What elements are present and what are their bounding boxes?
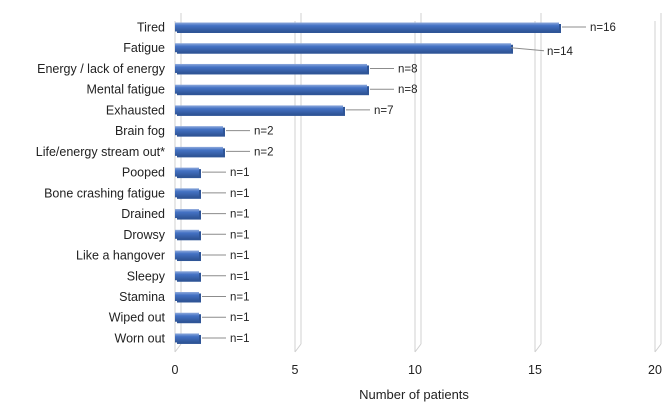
x-tick-label-10: 10 <box>408 363 422 377</box>
svg-text:n=7: n=7 <box>374 105 394 117</box>
svg-text:n=8: n=8 <box>398 84 418 96</box>
category-label-13: Stamina <box>119 290 165 304</box>
x-tick-label-0: 0 <box>172 363 179 377</box>
bar-15 <box>175 333 201 344</box>
bar-3 <box>175 84 369 96</box>
category-labels: Tired Fatigue Energy / lack of energy Menta… <box>36 21 166 346</box>
bar-2 <box>175 63 369 75</box>
gridline-15 <box>534 13 542 353</box>
svg-text:n=1: n=1 <box>230 188 250 200</box>
bar-9 <box>175 209 201 220</box>
bar-12 <box>175 271 201 282</box>
svg-text:n=14: n=14 <box>547 46 574 58</box>
data-labels: n=16 n=14 n=8 n=8 n=7 n=2 n=2 n=1 n=1 n=1 n=1 n=1 n=… <box>202 22 616 345</box>
data-label-3: n=8 <box>370 84 418 96</box>
svg-text:n=1: n=1 <box>230 209 250 221</box>
category-label-0: Tired <box>137 21 165 35</box>
category-label-9: Drained <box>121 207 165 221</box>
gridline-10 <box>414 13 422 353</box>
bars <box>175 22 561 344</box>
svg-text:n=1: n=1 <box>230 250 250 262</box>
bar-14 <box>175 312 201 324</box>
category-label-15: Worn out <box>115 331 166 345</box>
data-label-0: n=16 <box>562 22 616 34</box>
category-label-3: Mental fatigue <box>86 83 165 97</box>
bar-0 <box>175 22 561 33</box>
svg-text:n=1: n=1 <box>230 271 250 283</box>
category-label-1: Fatigue <box>123 41 165 55</box>
data-label-15: n=1 <box>202 333 250 345</box>
data-label-12: n=1 <box>202 271 250 283</box>
svg-text:n=1: n=1 <box>230 333 250 345</box>
gridline-5 <box>294 13 302 353</box>
svg-text:n=1: n=1 <box>230 291 250 303</box>
bar-6 <box>175 146 225 158</box>
category-label-2: Energy / lack of energy <box>37 62 166 76</box>
bar-5 <box>175 126 225 137</box>
bar-8 <box>175 188 201 199</box>
data-label-9: n=1 <box>202 209 250 221</box>
svg-text:n=8: n=8 <box>398 63 418 75</box>
x-tick-label-15: 15 <box>528 363 542 377</box>
svg-text:n=2: n=2 <box>254 126 274 138</box>
data-label-8: n=1 <box>202 188 250 200</box>
svg-text:n=1: n=1 <box>230 167 250 179</box>
data-label-10: n=1 <box>202 229 250 241</box>
category-label-5: Brain fog <box>115 124 165 138</box>
data-label-11: n=1 <box>202 250 250 262</box>
bar-13 <box>175 291 201 303</box>
category-label-14: Wiped out <box>109 311 166 325</box>
category-label-11: Like a hangover <box>76 249 165 263</box>
category-label-4: Exhausted <box>106 103 165 117</box>
category-label-10: Drowsy <box>123 228 165 242</box>
data-label-5: n=2 <box>226 126 274 138</box>
data-label-4: n=7 <box>346 105 394 117</box>
data-label-1: n=14 <box>510 46 574 58</box>
bar-4 <box>175 105 345 116</box>
gridline-20 <box>654 13 662 353</box>
x-tick-label-20: 20 <box>648 363 662 377</box>
x-tick-labels: 0 5 10 15 20 <box>172 363 662 377</box>
x-tick-label-5: 5 <box>292 363 299 377</box>
svg-text:n=2: n=2 <box>254 146 274 158</box>
category-label-12: Sleepy <box>127 269 166 283</box>
svg-text:n=1: n=1 <box>230 229 250 241</box>
category-label-6: Life/energy stream out* <box>36 145 165 159</box>
grid-lines <box>174 13 662 353</box>
data-label-7: n=1 <box>202 167 250 179</box>
data-label-6: n=2 <box>226 146 274 158</box>
bar-11 <box>175 250 201 262</box>
category-label-7: Pooped <box>122 166 165 180</box>
svg-text:n=1: n=1 <box>230 312 250 324</box>
data-label-13: n=1 <box>202 291 250 303</box>
data-label-14: n=1 <box>202 312 250 324</box>
bar-7 <box>175 167 201 179</box>
svg-text:n=16: n=16 <box>590 22 616 34</box>
bar-1 <box>175 43 513 54</box>
bar-10 <box>175 229 201 241</box>
x-axis-title: Number of patients <box>359 387 469 402</box>
category-label-8: Bone crashing fatigue <box>44 186 165 200</box>
data-label-2: n=8 <box>370 63 418 75</box>
